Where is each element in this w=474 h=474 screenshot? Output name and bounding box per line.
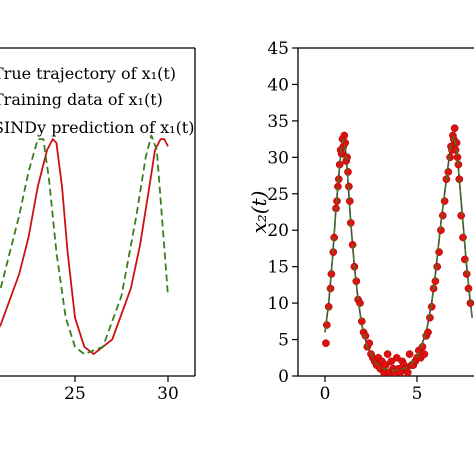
legend: True trajectory of x₁(t) Training data o… <box>0 64 194 137</box>
right-data-point-20 <box>344 168 352 176</box>
left-x-tick-label-25: 25 <box>64 384 86 404</box>
right-y-tick-label-35: 35 <box>267 112 289 132</box>
right-data-point-83 <box>451 146 460 154</box>
left-chart: 25 30 True trajectory of x₁(t) Training d… <box>0 47 196 404</box>
right-data-point-45 <box>387 357 396 366</box>
right-data-point-70 <box>433 262 442 271</box>
left-series-line-0 <box>0 138 169 355</box>
right-y-tick-label-30: 30 <box>267 148 289 168</box>
right-data-point-28 <box>356 299 364 307</box>
right-y-tick-label-15: 15 <box>267 258 289 278</box>
right-data-point-63 <box>420 350 429 358</box>
right-data-point-82 <box>450 124 459 133</box>
right-data-point-48 <box>392 353 401 362</box>
right-y-ticks: 0 5 10 15 20 25 30 35 40 45 <box>267 39 298 387</box>
right-y-tick-label-40: 40 <box>267 75 289 95</box>
right-axes-frame <box>297 47 474 377</box>
right-series-group <box>322 124 474 377</box>
legend-label-true: True trajectory of x₁(t) <box>0 64 176 83</box>
right-data-point-88 <box>457 211 466 220</box>
right-y-tick-label-45: 45 <box>267 39 289 59</box>
right-y-tick-label-0: 0 <box>278 367 289 387</box>
right-data-point-16 <box>340 131 349 140</box>
right-y-tick-label-10: 10 <box>267 294 289 314</box>
right-x-tick-label-5: 5 <box>412 384 423 404</box>
right-data-point-73 <box>438 211 447 220</box>
right-y-tick-label-20: 20 <box>267 221 289 241</box>
right-data-point-29 <box>357 317 366 326</box>
right-data-point-71 <box>435 248 443 256</box>
right-data-point-55 <box>405 350 414 358</box>
right-data-point-77 <box>446 153 454 162</box>
left-series-group <box>0 134 169 355</box>
right-y-tick-label-25: 25 <box>267 185 289 205</box>
right-data-point-19 <box>343 153 351 162</box>
right-data-point-0 <box>322 339 330 348</box>
right-y-axis-title: x₂(t) <box>247 191 271 234</box>
right-data-point-90 <box>460 255 469 264</box>
legend-label-training: Training data of x₁(t) <box>0 90 163 109</box>
left-x-tick-label-30: 30 <box>157 384 179 404</box>
right-data-point-1 <box>322 321 331 329</box>
right-data-point-89 <box>459 233 467 242</box>
legend-label-sindy: SINDy prediction of x₁(t) <box>0 118 194 137</box>
left-x-ticks: 25 30 <box>64 376 179 404</box>
left-series-line-1 <box>0 134 169 355</box>
right-data-point-54 <box>403 368 412 377</box>
right-x-tick-label-0: 0 <box>320 384 331 404</box>
right-y-tick-label-5: 5 <box>278 331 289 351</box>
right-data-point-43 <box>383 350 392 358</box>
right-prediction-overlay-line <box>324 135 473 371</box>
